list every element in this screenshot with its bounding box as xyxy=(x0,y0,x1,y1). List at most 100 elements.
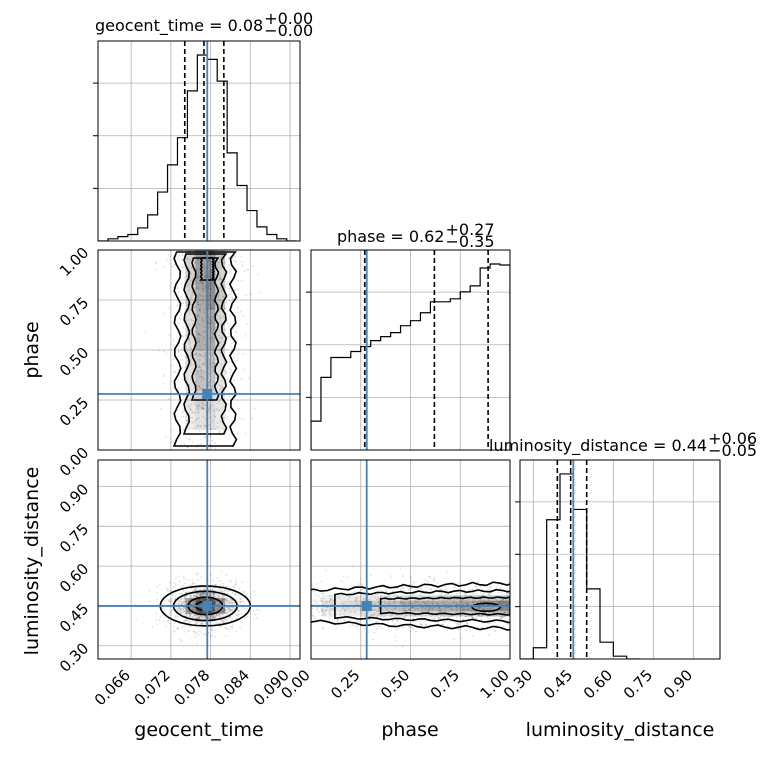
sample-point xyxy=(184,619,187,622)
sample-point xyxy=(221,596,224,599)
sample-point xyxy=(343,619,346,622)
sample-point xyxy=(220,363,223,366)
sample-point xyxy=(237,609,240,612)
sample-point xyxy=(212,358,215,360)
sample-point xyxy=(204,317,207,319)
sample-point xyxy=(181,266,184,269)
sample-point xyxy=(188,613,191,616)
sample-point xyxy=(328,612,331,614)
density-cell xyxy=(185,310,196,330)
sample-point xyxy=(311,584,314,587)
sample-point xyxy=(210,427,213,430)
sample-point xyxy=(196,621,199,624)
sample-point xyxy=(190,348,193,351)
sample-point xyxy=(208,270,211,273)
sample-point xyxy=(192,600,195,603)
sample-point xyxy=(420,610,423,613)
sample-point xyxy=(493,630,496,632)
sample-point xyxy=(434,617,436,620)
sample-point xyxy=(225,283,228,286)
sample-point xyxy=(181,258,184,261)
sample-point xyxy=(169,590,172,593)
sample-point xyxy=(388,595,390,598)
sample-point xyxy=(209,615,212,618)
sample-point xyxy=(196,314,199,317)
tick-label-y-luminosity_distance: 0.75 xyxy=(56,520,92,556)
sample-point xyxy=(224,611,227,613)
sample-point xyxy=(193,603,195,606)
density-cell xyxy=(340,611,361,617)
sample-point xyxy=(188,339,190,341)
sample-point xyxy=(209,330,212,333)
density-cell xyxy=(195,310,206,330)
sample-point xyxy=(200,623,203,626)
sample-point xyxy=(231,591,234,594)
density-cell xyxy=(215,390,226,410)
sample-point xyxy=(355,598,358,601)
sample-point xyxy=(243,590,246,593)
sample-point xyxy=(191,421,194,424)
sample-point xyxy=(430,588,432,591)
sample-point xyxy=(502,598,504,601)
sample-point xyxy=(441,609,443,612)
sample-point xyxy=(223,621,226,624)
sample-point xyxy=(213,636,216,639)
sample-point xyxy=(452,638,455,641)
sample-point xyxy=(453,595,456,598)
sample-point xyxy=(227,257,230,260)
sample-point xyxy=(465,621,468,624)
sample-point xyxy=(374,588,377,591)
density-cell xyxy=(195,330,206,350)
sample-point xyxy=(212,283,215,286)
sample-point xyxy=(214,288,217,291)
sample-point xyxy=(178,322,180,325)
sample-point xyxy=(431,607,433,610)
sample-point xyxy=(384,602,386,605)
sample-point xyxy=(187,290,190,292)
sample-point xyxy=(218,287,221,290)
density-cell xyxy=(195,590,206,598)
sample-point xyxy=(324,569,327,572)
sample-point xyxy=(393,600,396,602)
sample-point xyxy=(495,586,498,589)
sample-point xyxy=(408,587,411,589)
sample-point xyxy=(432,603,434,606)
sample-point xyxy=(178,592,181,595)
sample-point xyxy=(195,282,198,285)
sample-point xyxy=(192,614,195,617)
sample-point xyxy=(199,281,202,284)
sample-point xyxy=(203,343,206,346)
sample-point xyxy=(211,616,214,619)
sample-point xyxy=(392,610,395,613)
sample-point xyxy=(420,623,423,626)
sample-point xyxy=(325,609,328,612)
sample-point xyxy=(471,616,474,619)
sample-point xyxy=(498,601,501,604)
sample-point xyxy=(315,599,318,602)
sample-point xyxy=(448,625,450,628)
sample-point xyxy=(183,443,186,446)
sample-point xyxy=(198,417,200,420)
sample-point xyxy=(211,337,214,339)
sample-point xyxy=(483,594,486,597)
sample-point xyxy=(357,621,360,623)
sample-point xyxy=(356,624,359,627)
sample-point xyxy=(219,602,221,605)
sample-point xyxy=(191,411,194,414)
sample-point xyxy=(195,595,198,598)
tick-label-y-luminosity_distance: 0.30 xyxy=(56,639,92,675)
density-cell xyxy=(320,611,341,617)
sample-point xyxy=(218,614,221,617)
density-cell xyxy=(500,611,510,617)
sample-point xyxy=(357,600,360,603)
sample-point xyxy=(222,594,224,597)
sample-point xyxy=(214,373,217,376)
density-cell xyxy=(195,370,206,390)
sample-point xyxy=(200,593,202,596)
sample-point xyxy=(370,614,373,616)
sample-point xyxy=(409,613,412,616)
sample-point xyxy=(203,356,206,359)
sample-point xyxy=(385,608,388,611)
sample-point xyxy=(234,592,237,595)
y-axis-label-luminosity_distance: luminosity_distance xyxy=(21,467,43,656)
